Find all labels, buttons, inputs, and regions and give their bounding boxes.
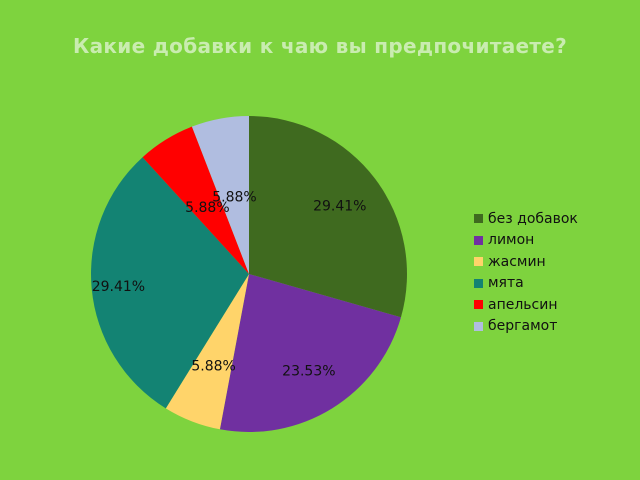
pie-slice-2 bbox=[165, 274, 249, 430]
legend-item: мята bbox=[474, 273, 578, 295]
chart-legend: без добавок лимон жасмин мята апельсин бергам… bbox=[474, 208, 578, 337]
legend-label: бергамот bbox=[488, 318, 558, 335]
pie-slice-5 bbox=[191, 116, 249, 274]
chart-title: Какие добавки к чаю вы предпочитаете? bbox=[72, 34, 568, 58]
pie-slice-3 bbox=[90, 157, 250, 409]
legend-label: апельсин bbox=[488, 296, 558, 313]
slice-data-label: 5.88% bbox=[185, 200, 229, 216]
legend-label: без добавок bbox=[488, 210, 578, 227]
pie-slice-0 bbox=[249, 116, 407, 318]
legend-label: мята bbox=[488, 275, 524, 292]
legend-item: апельсин bbox=[474, 294, 578, 316]
legend-item: лимон bbox=[474, 230, 578, 252]
slice-data-label: 29.41% bbox=[92, 279, 145, 295]
legend-swatch bbox=[474, 257, 483, 267]
legend-item: жасмин bbox=[474, 251, 578, 273]
slice-data-label: 23.53% bbox=[282, 364, 335, 380]
slice-data-label: 29.41% bbox=[313, 198, 366, 214]
legend-label: жасмин bbox=[488, 253, 546, 270]
legend-item: бергамот bbox=[474, 316, 578, 338]
legend-swatch bbox=[474, 214, 483, 224]
slice-data-label: 5.88% bbox=[191, 358, 235, 374]
legend-item: без добавок bbox=[474, 208, 578, 230]
pie-slice-1 bbox=[219, 274, 401, 432]
legend-swatch bbox=[474, 300, 483, 310]
slice-data-label: 5.88% bbox=[212, 189, 256, 205]
pie-slice-4 bbox=[142, 126, 249, 275]
legend-swatch bbox=[474, 278, 483, 288]
legend-swatch bbox=[474, 321, 483, 331]
legend-swatch bbox=[474, 235, 483, 245]
legend-label: лимон bbox=[488, 232, 535, 249]
